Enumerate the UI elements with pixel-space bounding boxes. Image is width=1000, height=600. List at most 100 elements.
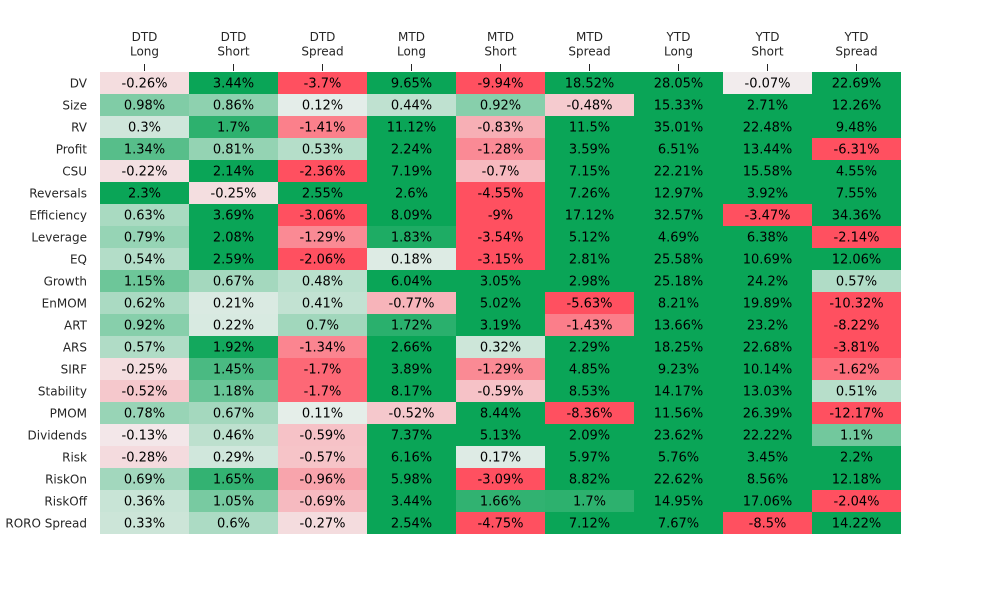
cell-value-label: 12.18% [832, 473, 882, 488]
heatmap-cell [812, 204, 901, 226]
heatmap-cell [634, 314, 723, 336]
cell-value-label: -0.22% [122, 165, 168, 180]
heatmap-cell [278, 226, 367, 248]
cell-value-label: 11.56% [654, 407, 704, 422]
cell-value-label: 2.81% [569, 253, 610, 268]
heatmap-cell [634, 160, 723, 182]
heatmap-cell [812, 160, 901, 182]
heatmap-cell [367, 468, 456, 490]
cell-value-label: 0.11% [302, 407, 343, 422]
cell-value-label: 0.46% [213, 429, 254, 444]
heatmap-cell [545, 116, 634, 138]
cell-value-label: 0.92% [124, 319, 165, 334]
heatmap-cell [100, 380, 189, 402]
cell-value-label: 2.08% [213, 231, 254, 246]
cell-value-label: -0.59% [300, 429, 346, 444]
row-label: Size [62, 99, 87, 113]
cell-value-label: -0.96% [300, 473, 346, 488]
cell-value-label: 0.51% [836, 385, 877, 400]
row-label: ARS [63, 341, 87, 355]
heatmap-cell [723, 248, 812, 270]
heatmap-cell [278, 270, 367, 292]
cell-value-label: 18.52% [565, 77, 615, 92]
heatmap-cell [723, 490, 812, 512]
heatmap-cell [812, 336, 901, 358]
cell-value-label: 7.12% [569, 517, 610, 532]
cell-value-label: 8.44% [480, 407, 521, 422]
cell-value-label: 3.69% [213, 209, 254, 224]
cell-value-label: 2.6% [395, 187, 428, 202]
heatmap-cell [723, 94, 812, 116]
heatmap-cell [634, 94, 723, 116]
heatmap-cell [812, 72, 901, 94]
cell-value-label: 2.54% [391, 517, 432, 532]
heatmap-cell [189, 138, 278, 160]
cell-value-label: 0.98% [124, 99, 165, 114]
cell-value-label: 8.53% [569, 385, 610, 400]
cell-value-label: -0.26% [122, 77, 168, 92]
cell-value-label: -0.57% [300, 451, 346, 466]
cell-value-label: 0.32% [480, 341, 521, 356]
cell-value-label: 7.55% [836, 187, 877, 202]
heatmap-cell [189, 204, 278, 226]
heatmap-cell [100, 292, 189, 314]
heatmap-cell [189, 512, 278, 534]
cell-value-label: 4.85% [569, 363, 610, 378]
cell-value-label: -0.83% [478, 121, 524, 136]
cell-value-label: 1.18% [213, 385, 254, 400]
heatmap-cell [100, 468, 189, 490]
heatmap-cell [812, 314, 901, 336]
heatmap-cell [278, 94, 367, 116]
cell-value-label: 28.05% [654, 77, 704, 92]
cell-value-label: -1.43% [567, 319, 613, 334]
heatmap-cell [723, 292, 812, 314]
cell-value-label: 3.45% [747, 451, 788, 466]
heatmap-cell [723, 402, 812, 424]
cell-value-label: 6.04% [391, 275, 432, 290]
heatmap-cell [367, 116, 456, 138]
cell-value-label: 0.67% [213, 407, 254, 422]
heatmap-cell [456, 182, 545, 204]
cell-value-label: 0.41% [302, 297, 343, 312]
heatmap-cell [456, 402, 545, 424]
cell-value-label: 6.16% [391, 451, 432, 466]
cell-value-label: -1.34% [300, 341, 346, 356]
cell-value-label: 18.25% [654, 341, 704, 356]
heatmap-cell [100, 512, 189, 534]
heatmap-cell [545, 468, 634, 490]
heatmap-cell [456, 94, 545, 116]
heatmap-cell [634, 468, 723, 490]
cell-value-label: 1.15% [124, 275, 165, 290]
cell-value-label: 14.95% [654, 495, 704, 510]
heatmap-cell [723, 138, 812, 160]
cell-value-label: 7.26% [569, 187, 610, 202]
column-label: MTD Short [484, 30, 516, 59]
heatmap-cell [278, 292, 367, 314]
cell-value-label: 19.89% [743, 297, 793, 312]
cell-value-label: 3.44% [391, 495, 432, 510]
cell-value-label: 0.44% [391, 99, 432, 114]
cell-value-label: 10.69% [743, 253, 793, 268]
heatmap-cell [278, 138, 367, 160]
heatmap-cell [634, 248, 723, 270]
cell-value-label: 2.29% [569, 341, 610, 356]
heatmap-cell [634, 424, 723, 446]
cell-value-label: 23.62% [654, 429, 704, 444]
cell-value-label: 6.51% [658, 143, 699, 158]
cell-value-label: -0.07% [745, 77, 791, 92]
cell-value-label: 0.36% [124, 495, 165, 510]
heatmap-cell [189, 424, 278, 446]
cell-value-label: 12.97% [654, 187, 704, 202]
heatmap-cell [100, 160, 189, 182]
heatmap-cell [812, 490, 901, 512]
cell-value-label: 8.21% [658, 297, 699, 312]
heatmap-cell [189, 248, 278, 270]
cell-value-label: 1.05% [213, 495, 254, 510]
heatmap-cell [100, 94, 189, 116]
cell-value-label: 11.12% [387, 121, 437, 136]
heatmap-cell [278, 468, 367, 490]
cell-value-label: 14.22% [832, 517, 882, 532]
heatmap-cell [723, 314, 812, 336]
cell-value-label: 0.48% [302, 275, 343, 290]
